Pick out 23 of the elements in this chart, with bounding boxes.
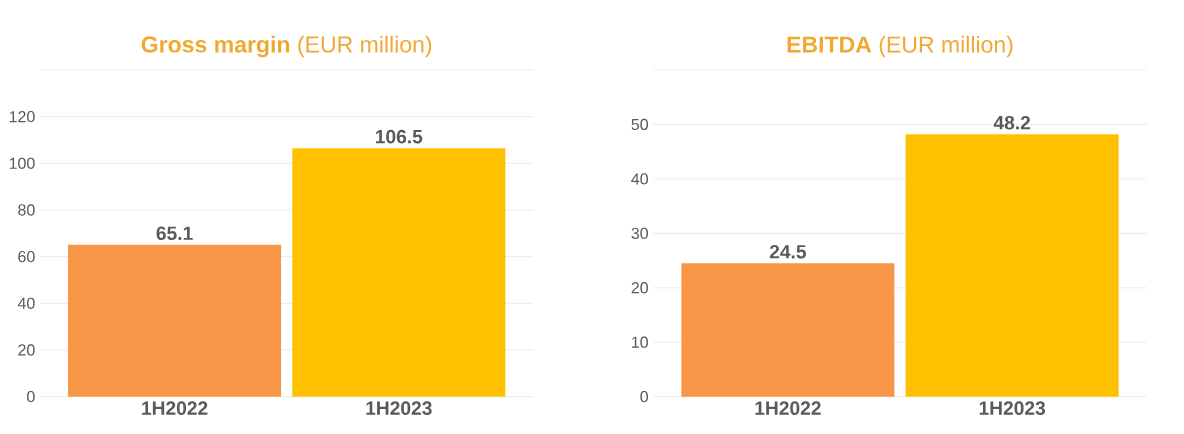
y-tick-label: 120 xyxy=(9,111,35,123)
chart-title: Gross margin (EUR million) xyxy=(141,35,432,58)
x-tick-label: 1H2022 xyxy=(142,401,208,415)
data-label: 48.2 xyxy=(993,115,1031,130)
data-label: 65.1 xyxy=(156,226,193,241)
y-tick-label: 40 xyxy=(17,297,35,309)
y-tick-label: 80 xyxy=(18,204,35,216)
y-tick-label: 50 xyxy=(631,118,649,131)
y-tick-label: 40 xyxy=(631,173,649,185)
x-tick-label: 1H2022 xyxy=(755,401,821,415)
y-tick-label: 20 xyxy=(631,282,649,294)
x-tick-label: 1H2023 xyxy=(979,401,1046,415)
y-tick-label: 0 xyxy=(640,390,649,403)
chart-title: EBITDA (EUR million) xyxy=(787,35,1013,58)
y-tick-label: 10 xyxy=(632,336,649,348)
data-label: 24.5 xyxy=(769,244,807,259)
y-tick-label: 20 xyxy=(18,344,35,356)
data-label: 106.5 xyxy=(375,129,423,144)
x-tick-label: 1H2023 xyxy=(366,401,432,415)
y-tick-label: 60 xyxy=(18,250,35,263)
y-tick-label: 30 xyxy=(631,227,649,239)
y-tick-label: 0 xyxy=(27,390,35,403)
y-tick-label: 100 xyxy=(9,157,35,169)
